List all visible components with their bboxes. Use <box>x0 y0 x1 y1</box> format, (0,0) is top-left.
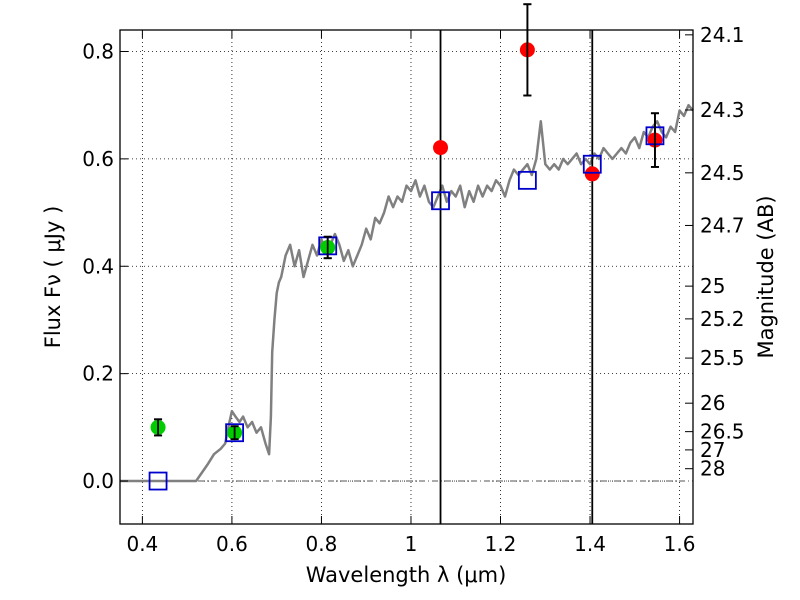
model-point-square <box>431 191 450 211</box>
template-spectrum <box>120 103 694 483</box>
y-tick-label: 0.2 <box>82 362 114 386</box>
plot-frame <box>119 29 694 525</box>
data-point-circle <box>584 166 600 182</box>
axis-ticks: 0.4 0.6 0.8 1 1.2 1.4 1.6 0.0 0.2 0.4 0.6 0.8 24.1 24… <box>82 23 744 556</box>
x-tick-label: 1.6 <box>664 532 696 556</box>
y-right-tick-label: 25.5 <box>700 346 745 370</box>
data-marks <box>148 3 665 491</box>
y-tick-label: 0.4 <box>82 254 114 278</box>
model-point-square <box>582 154 602 174</box>
spectrum-line <box>120 103 694 483</box>
y-tick-label: 0.0 <box>82 469 114 493</box>
y-tick-label: 0.6 <box>82 147 114 171</box>
model-point-square <box>225 423 245 443</box>
y-tick-label: 0.8 <box>82 39 114 63</box>
y-right-tick-label: 25 <box>700 274 725 298</box>
model-point-square <box>148 471 168 491</box>
data-point-circle <box>433 140 449 156</box>
grid-lines <box>120 30 693 524</box>
x-tick-label: 1 <box>405 532 418 556</box>
x-tick-label: 1.2 <box>485 532 517 556</box>
y-right-tick-label: 26 <box>700 391 725 415</box>
y-axis-label: Flux Fν ( μJy ) <box>41 206 65 349</box>
vertical-marker-lines <box>439 30 594 524</box>
y-right-tick-label: 25.2 <box>700 307 745 331</box>
x-tick-label: 1.4 <box>574 532 606 556</box>
x-axis-label: Wavelength λ (μm) <box>306 563 507 587</box>
y-right-tick-label: 24.5 <box>700 161 745 185</box>
y-right-tick-label: 26.5 <box>700 420 745 444</box>
y-right-tick-label: 24.3 <box>700 98 745 122</box>
x-tick-label: 0.4 <box>126 532 158 556</box>
y-right-tick-label: 28 <box>700 457 725 481</box>
y-axis-right-label: Magnitude (AB) <box>754 195 778 358</box>
y-right-tick-label: 24.1 <box>700 23 745 47</box>
y-right-tick-label: 24.7 <box>700 213 745 237</box>
y-right-tick-label: 27 <box>700 438 725 462</box>
x-tick-label: 0.6 <box>216 532 248 556</box>
x-tick-label: 0.8 <box>306 532 338 556</box>
model-point-square <box>517 170 537 190</box>
